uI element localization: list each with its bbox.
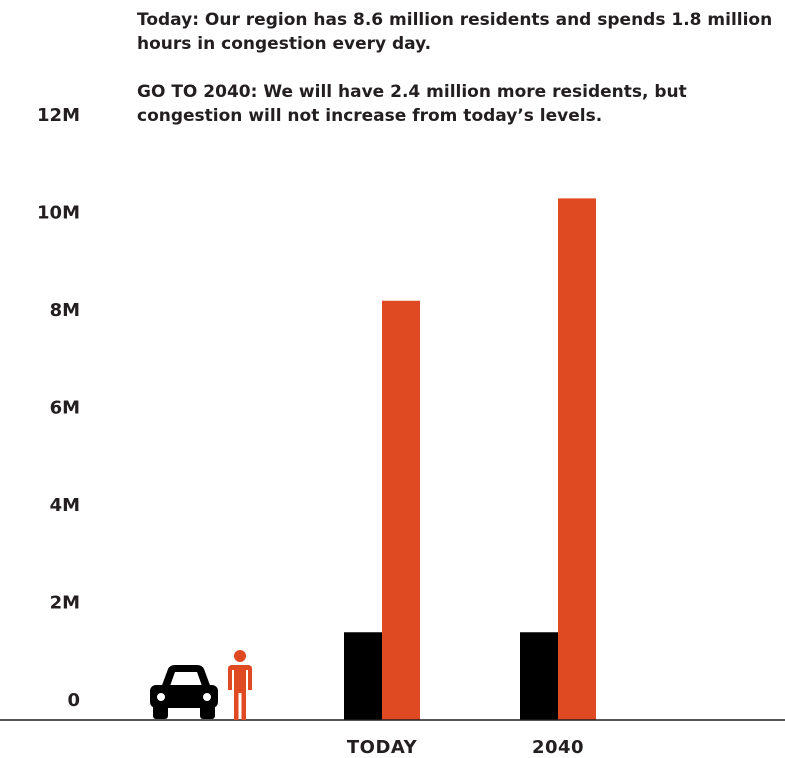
- bar: [344, 632, 382, 720]
- y-axis-ticks: 0 2M 4M 6M 8M 10M 12M: [37, 105, 80, 711]
- bar: [382, 300, 420, 720]
- car-icon: [150, 665, 218, 719]
- y-tick-label: 2M: [50, 593, 80, 614]
- bar: [558, 198, 596, 720]
- x-category-label: TODAY: [347, 737, 418, 758]
- category-labels: TODAY 2040: [347, 737, 584, 758]
- bar: [520, 632, 558, 720]
- y-tick-label: 12M: [37, 105, 80, 126]
- bars: [344, 198, 596, 720]
- y-tick-label: 6M: [50, 398, 80, 419]
- annotation-2040: GO TO 2040: We will have 2.4 million mor…: [137, 82, 687, 126]
- person-icon: [228, 650, 252, 720]
- annotation-today: Today: Our region has 8.6 million reside…: [137, 10, 773, 54]
- y-tick-label: 10M: [37, 203, 80, 224]
- y-tick-label: 8M: [50, 300, 80, 321]
- y-tick-label: 4M: [50, 495, 80, 516]
- y-tick-label: 0: [67, 690, 80, 711]
- x-category-label: 2040: [532, 737, 584, 758]
